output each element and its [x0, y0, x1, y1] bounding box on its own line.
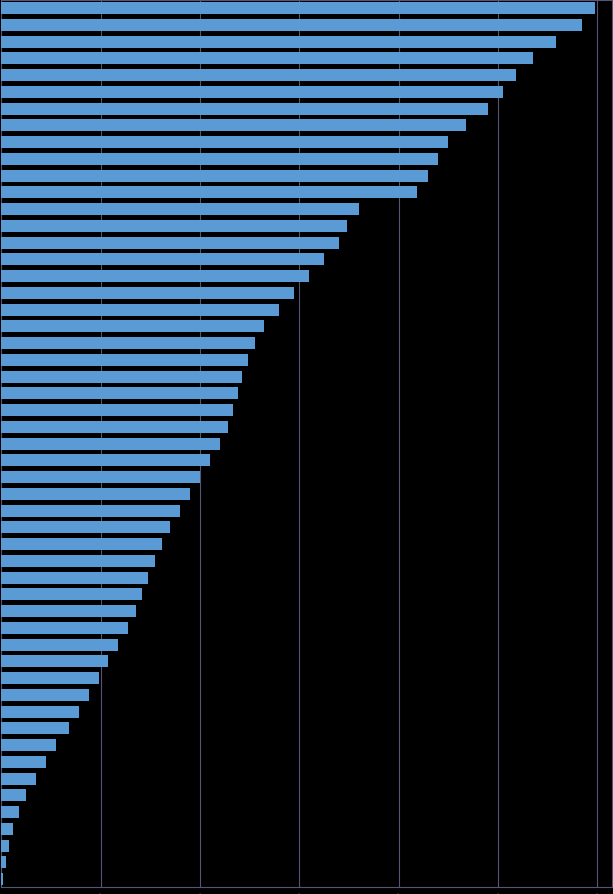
- Bar: [1, 505, 180, 517]
- Bar: [1, 522, 170, 534]
- Bar: [1, 87, 503, 98]
- Bar: [1, 438, 220, 450]
- Bar: [1, 822, 13, 835]
- Bar: [1, 572, 148, 584]
- Bar: [1, 221, 347, 232]
- Bar: [1, 371, 242, 384]
- Bar: [1, 70, 516, 82]
- Bar: [1, 689, 89, 701]
- Bar: [1, 354, 248, 367]
- Bar: [1, 154, 438, 165]
- Bar: [1, 321, 264, 333]
- Bar: [1, 655, 109, 668]
- Bar: [1, 806, 19, 818]
- Bar: [1, 388, 238, 400]
- Bar: [1, 705, 78, 718]
- Bar: [1, 338, 254, 350]
- Bar: [1, 471, 200, 484]
- Bar: [1, 254, 324, 266]
- Bar: [1, 187, 416, 199]
- Bar: [1, 271, 309, 283]
- Bar: [1, 455, 210, 467]
- Bar: [1, 120, 466, 132]
- Bar: [1, 772, 36, 785]
- Bar: [1, 37, 555, 48]
- Bar: [1, 538, 162, 551]
- Bar: [1, 104, 488, 115]
- Bar: [1, 856, 6, 868]
- Bar: [1, 789, 26, 801]
- Bar: [1, 137, 448, 149]
- Bar: [1, 54, 533, 65]
- Bar: [1, 204, 359, 215]
- Bar: [1, 722, 69, 735]
- Bar: [1, 672, 99, 684]
- Bar: [1, 3, 595, 15]
- Bar: [1, 622, 128, 634]
- Bar: [1, 304, 280, 316]
- Bar: [1, 639, 118, 651]
- Bar: [1, 839, 9, 852]
- Bar: [1, 405, 233, 417]
- Bar: [1, 555, 155, 567]
- Bar: [1, 288, 294, 299]
- Bar: [1, 171, 428, 182]
- Bar: [1, 237, 339, 249]
- Bar: [1, 421, 227, 434]
- Bar: [1, 20, 582, 32]
- Bar: [1, 873, 3, 885]
- Bar: [1, 756, 46, 768]
- Bar: [1, 605, 136, 618]
- Bar: [1, 739, 56, 751]
- Bar: [1, 488, 190, 501]
- Bar: [1, 588, 142, 601]
